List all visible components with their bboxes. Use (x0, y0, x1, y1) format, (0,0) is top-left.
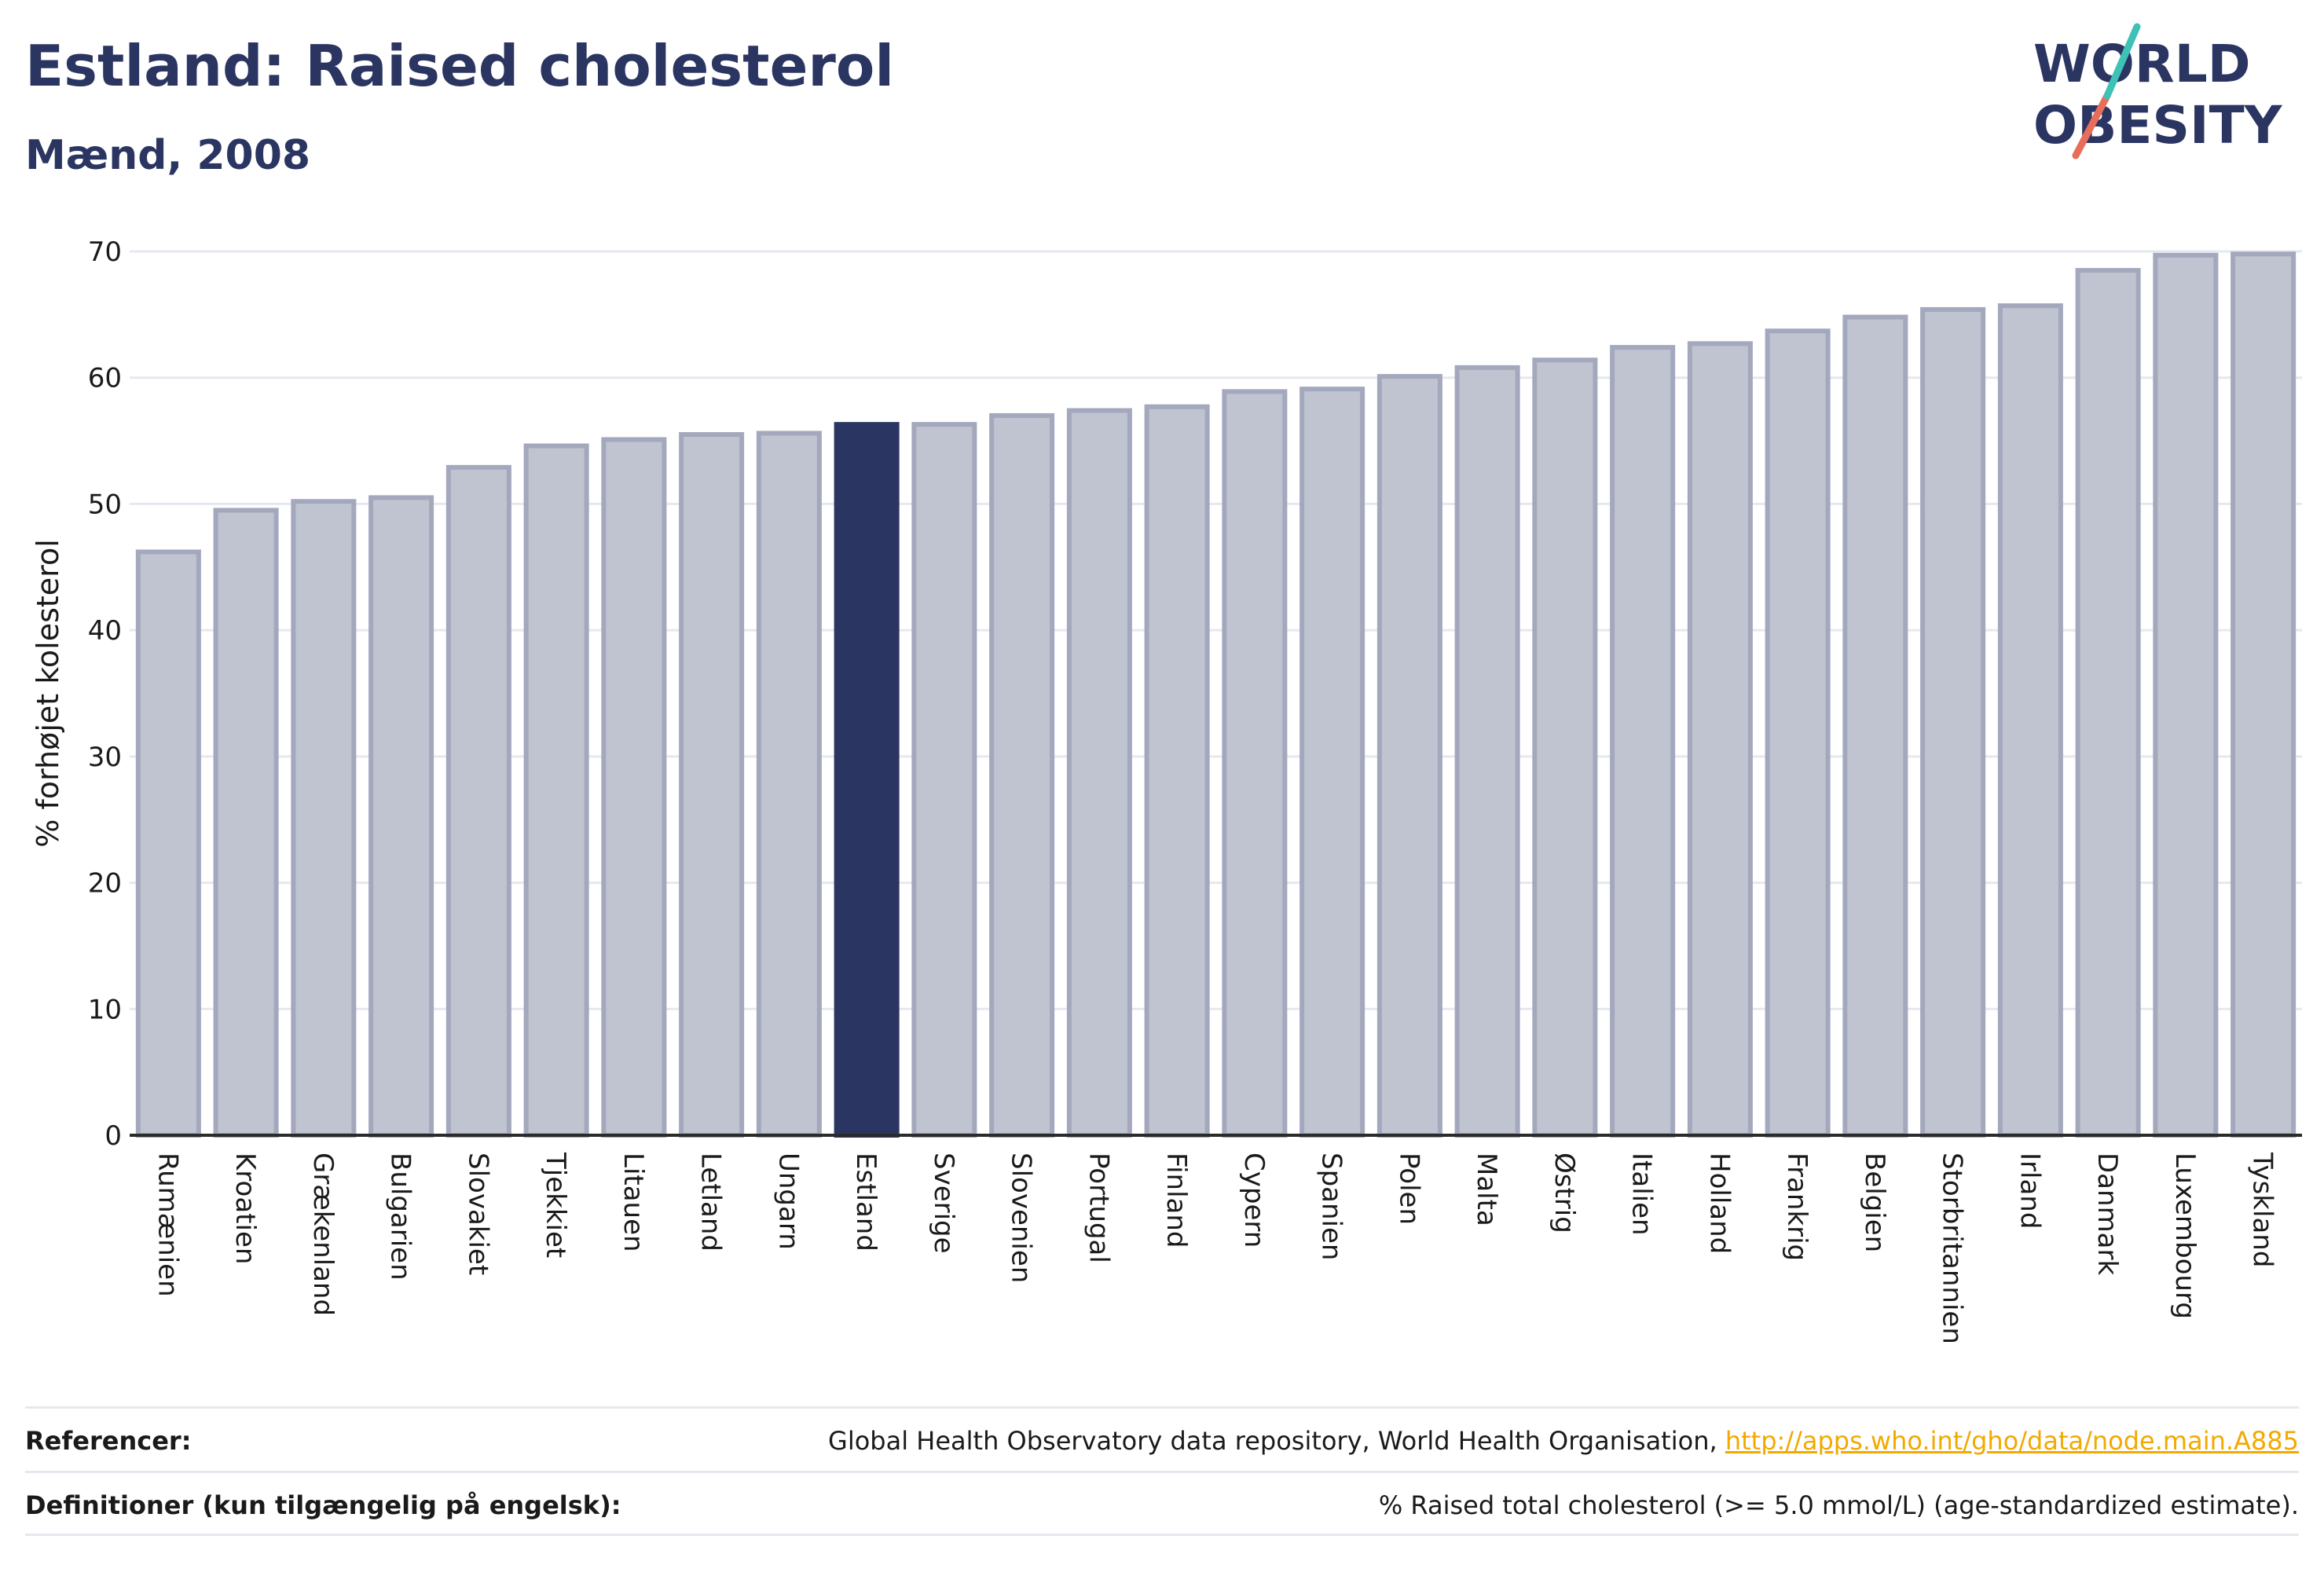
x-tick-label: Tjekkiet (540, 1152, 571, 1258)
x-tick-label: Frankrig (1781, 1153, 1813, 1261)
x-tick-label: Italien (1626, 1153, 1658, 1236)
footer-divider (25, 1534, 2299, 1536)
bar-slovenien (989, 412, 1055, 1138)
bar-italien (1610, 345, 1676, 1138)
references-label: Referencer: (25, 1426, 192, 1456)
chart-title: Estland: Raised cholesterol (25, 33, 895, 99)
bar-irland (1997, 303, 2063, 1138)
bar-luxembourg (2153, 252, 2219, 1138)
x-tick-label: Letland (695, 1153, 727, 1252)
x-tick-label: Malta (1471, 1153, 1502, 1226)
bar-cypern (1222, 389, 1288, 1138)
bar-danmark (2075, 268, 2141, 1138)
chart-subtitle: Mænd, 2008 (25, 132, 311, 179)
bar-malta (1454, 365, 1520, 1138)
bar-grækenland (291, 499, 357, 1138)
y-axis-label: % forhøjet kolesterol (31, 539, 65, 848)
y-tick-label: 0 (104, 1120, 122, 1152)
x-tick-label: Tyskland (2247, 1152, 2278, 1267)
x-tick-label: Sverige (928, 1153, 959, 1254)
y-tick-label: 20 (88, 868, 122, 900)
bar-tjekkiet (523, 443, 589, 1138)
bar-slovakiet (445, 464, 511, 1138)
bar-ungarn (756, 431, 822, 1138)
y-tick-label: 70 (88, 236, 122, 268)
y-tick-label: 40 (88, 615, 122, 647)
references-text: Global Health Observatory data repositor… (828, 1426, 1725, 1456)
bar-polen (1376, 374, 1442, 1138)
bar-finland (1144, 404, 1210, 1138)
x-tick-label: Østrig (1549, 1153, 1580, 1233)
y-tick-label: 10 (88, 994, 122, 1025)
x-tick-label: Slovenien (1006, 1153, 1037, 1283)
x-tick-label: Irland (2014, 1153, 2045, 1229)
x-tick-label: Storbritannien (1937, 1153, 1968, 1344)
logo-line2: OBESITY (2033, 95, 2283, 156)
bar-portugal (1066, 408, 1132, 1138)
bar-spanien (1299, 387, 1365, 1138)
bar-frankrig (1765, 328, 1831, 1138)
bar-litauen (601, 437, 667, 1138)
definitions-value: % Raised total cholesterol (>= 5.0 mmol/… (1378, 1490, 2299, 1520)
logo-line1: WORLD (2033, 34, 2251, 94)
x-tick-label: Ungarn (772, 1153, 804, 1250)
x-tick-label: Luxembourg (2169, 1153, 2201, 1319)
x-tick-label: Litauen (618, 1153, 649, 1252)
bar-chart: 0 10 20 30 40 50 60 70 % forhøjet kolesterol Rumæ… (31, 236, 2302, 1344)
x-tick-label: Holland (1703, 1153, 1735, 1254)
x-tick-label: Danmark (2091, 1153, 2123, 1275)
bar-belgien (1842, 314, 1908, 1138)
bar-sverige (911, 422, 977, 1138)
y-tick-label: 50 (88, 489, 122, 520)
bar-letland (679, 432, 745, 1138)
x-tick-label: Polen (1393, 1153, 1424, 1225)
x-tick-label: Cypern (1238, 1153, 1270, 1248)
bar-storbritannien (1920, 306, 1986, 1138)
bar-rumænien (135, 549, 201, 1138)
bar-tyskland (2231, 251, 2297, 1138)
bar-bulgarien (368, 495, 434, 1138)
x-tick-label: Spanien (1316, 1153, 1347, 1260)
x-tick-label: Grækenland (307, 1153, 339, 1316)
bar-kroatien (213, 508, 279, 1138)
definitions-label: Definitioner (kun tilgængelig på engelsk… (25, 1490, 621, 1520)
definitions-row: Definitioner (kun tilgængelig på engelsk… (25, 1471, 2299, 1538)
references-row: Referencer: Global Health Observatory da… (25, 1406, 2299, 1473)
x-tick-label: Portugal (1083, 1153, 1114, 1263)
bar-holland (1687, 341, 1753, 1138)
world-obesity-logo: WORLD OBESITY (2033, 23, 2283, 159)
references-link[interactable]: http://apps.who.int/gho/data/node.main.A… (1725, 1426, 2299, 1456)
x-tick-label: Bulgarien (385, 1153, 416, 1281)
x-tick-label: Rumænien (152, 1153, 183, 1297)
y-tick-label: 60 (88, 363, 122, 394)
x-tick-label: Belgien (1859, 1153, 1890, 1252)
y-tick-label: 30 (88, 742, 122, 773)
bar-østrig (1532, 357, 1598, 1138)
bar-estland (834, 422, 900, 1138)
x-tick-label: Kroatien (229, 1153, 261, 1264)
x-tick-label: Finland (1160, 1153, 1192, 1248)
x-tick-label: Estland (850, 1153, 882, 1252)
references-value: Global Health Observatory data repositor… (828, 1426, 2299, 1456)
x-tick-label: Slovakiet (462, 1153, 493, 1275)
